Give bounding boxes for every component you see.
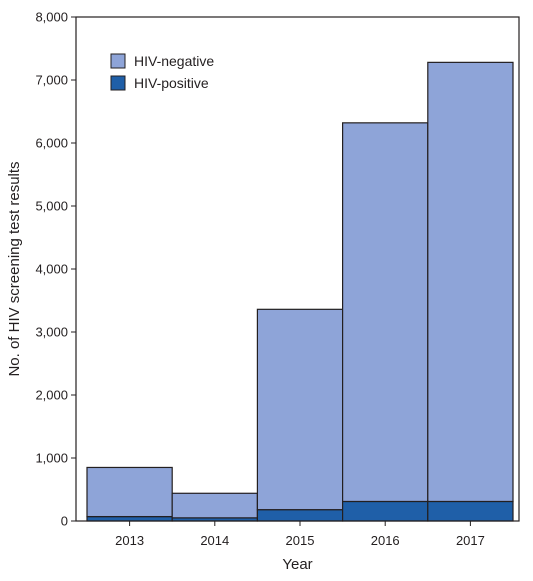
- y-tick-label: 8,000: [35, 10, 68, 25]
- y-tick-label: 5,000: [35, 199, 68, 214]
- legend-label-hiv-negative: HIV-negative: [134, 53, 214, 69]
- legend-swatch-hiv-negative: [110, 53, 126, 69]
- x-tick-label: 2015: [286, 533, 315, 548]
- bar-hiv-negative-2016: [342, 122, 429, 503]
- y-tick-label: 1,000: [35, 451, 68, 466]
- bar-hiv-negative-2013: [86, 466, 173, 518]
- y-tick-label: 6,000: [35, 136, 68, 151]
- x-axis-ticks: 2013 2014 2015 2016 2017: [115, 521, 485, 548]
- legend-swatch-hiv-positive: [110, 75, 126, 91]
- y-tick-label: 0: [61, 514, 68, 529]
- y-tick-label: 7,000: [35, 73, 68, 88]
- bar-hiv-positive-2013: [86, 515, 173, 522]
- bars-group: [86, 61, 514, 522]
- bar-hiv-positive-2017: [427, 500, 514, 522]
- bar-hiv-negative-2014: [171, 492, 258, 519]
- x-tick-label: 2013: [115, 533, 144, 548]
- legend-label-hiv-positive: HIV-positive: [134, 75, 209, 91]
- x-axis-title: Year: [282, 556, 312, 573]
- y-tick-label: 4,000: [35, 262, 68, 277]
- legend: HIV-negative HIV-positive: [110, 53, 214, 91]
- bar-hiv-negative-2017: [427, 61, 514, 503]
- x-tick-label: 2017: [456, 533, 485, 548]
- y-tick-label: 2,000: [35, 388, 68, 403]
- y-axis-title: No. of HIV screening test results: [6, 161, 23, 376]
- bar-hiv-positive-2016: [342, 500, 429, 522]
- y-axis-ticks: 0 1,000 2,000 3,000 4,000 5,000 6,000 7,000 8,00…: [35, 10, 76, 529]
- bar-hiv-negative-2015: [256, 308, 344, 511]
- bar-hiv-positive-2015: [256, 509, 344, 522]
- x-tick-label: 2016: [371, 533, 400, 548]
- x-tick-label: 2014: [200, 533, 229, 548]
- y-tick-label: 3,000: [35, 325, 68, 340]
